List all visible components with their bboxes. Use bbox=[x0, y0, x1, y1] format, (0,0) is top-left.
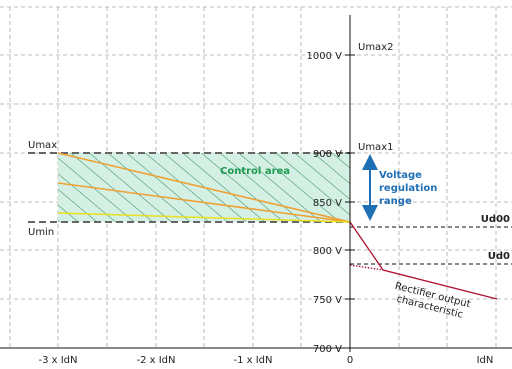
x-tick-label: IdN bbox=[477, 355, 494, 365]
y-tick-label: 850 V bbox=[313, 198, 342, 209]
umax1-label: Umax1 bbox=[358, 142, 393, 153]
y-tick-label: 750 V bbox=[313, 295, 342, 306]
curve bbox=[57, 212, 351, 223]
control-area-label: Control area bbox=[220, 166, 290, 177]
ticks bbox=[345, 54, 355, 300]
rectifier-dotted bbox=[349, 264, 384, 271]
ud0-label: Ud0 bbox=[488, 251, 510, 262]
x-tick-label: 0 bbox=[347, 355, 353, 365]
x-tick-label: -1 x IdN bbox=[233, 355, 272, 365]
range-label: range bbox=[379, 196, 412, 207]
range-label: regulation bbox=[379, 183, 437, 194]
umin-label: Umin bbox=[28, 227, 54, 238]
rectifier-label: Rectifier output characteristic bbox=[394, 281, 472, 321]
umax2-label: Umax2 bbox=[358, 42, 393, 53]
y-tick-label: 800 V bbox=[313, 246, 342, 257]
umax-label: Umax bbox=[28, 140, 57, 151]
curve bbox=[57, 182, 351, 223]
x-tick-label: -3 x IdN bbox=[38, 355, 77, 365]
range-label: Voltage bbox=[379, 170, 422, 181]
x-tick-label: -2 x IdN bbox=[136, 355, 175, 365]
y-tick-label: 1000 V bbox=[307, 51, 343, 62]
ud00-label: Ud00 bbox=[481, 214, 510, 225]
y-tick-label: 900 V bbox=[313, 149, 342, 160]
y-tick-label: 700 V bbox=[313, 344, 342, 355]
curve bbox=[57, 152, 351, 223]
